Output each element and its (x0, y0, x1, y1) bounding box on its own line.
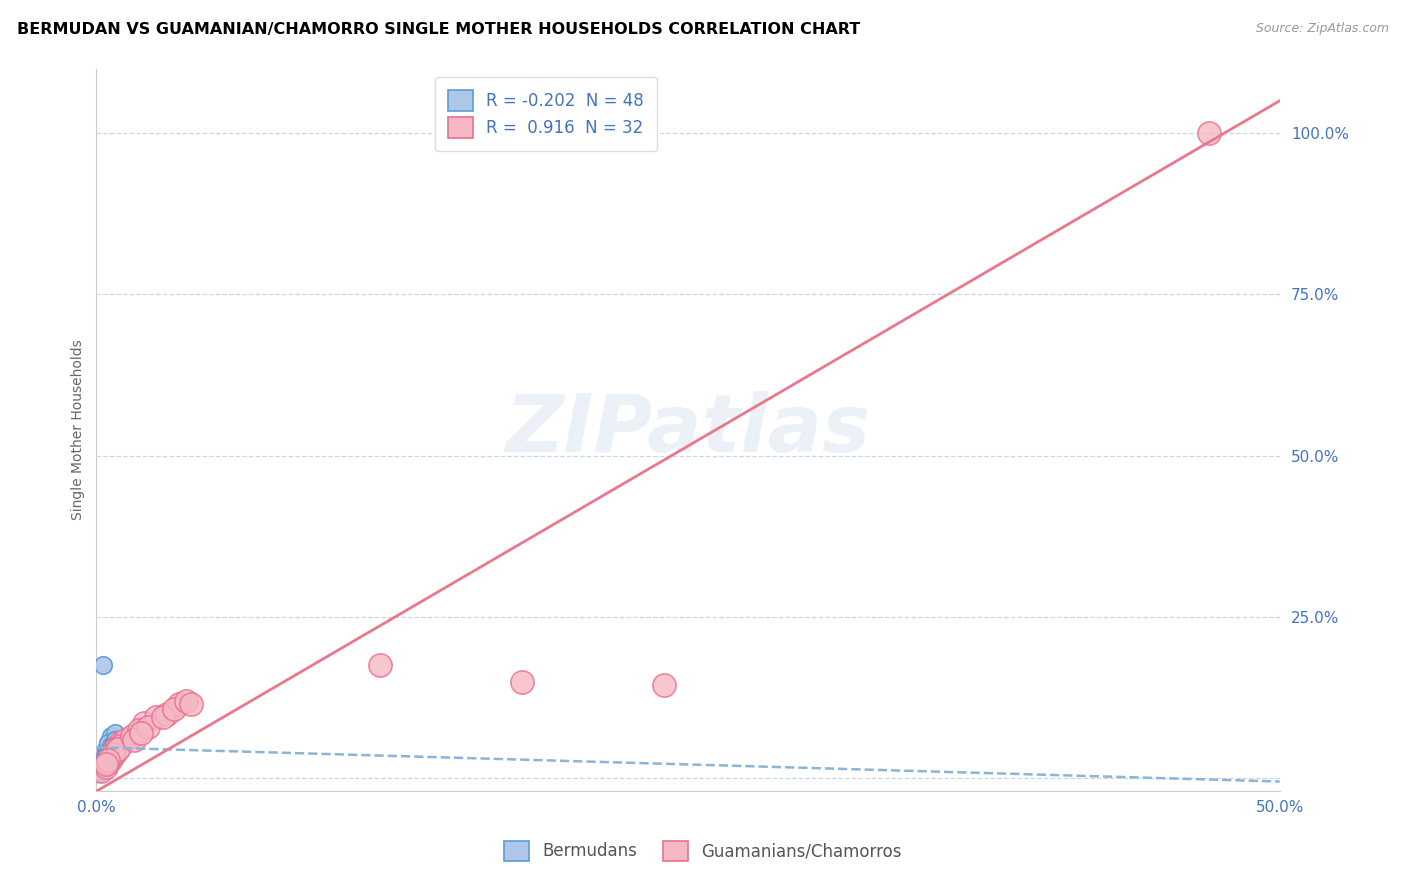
Point (93, 757, 115, 772)
Point (90, 755, 112, 769)
Point (93, 757, 115, 772)
Point (1198, 126, 1220, 140)
Point (93, 758, 115, 772)
Point (87, 766, 110, 780)
Legend: R = -0.202  N = 48, R =  0.916  N = 32: R = -0.202 N = 48, R = 0.916 N = 32 (434, 77, 658, 151)
Point (370, 658, 392, 673)
Point (97, 736, 120, 750)
Point (94, 746, 117, 760)
Point (104, 726, 127, 740)
Point (94, 752, 117, 766)
Point (97, 746, 120, 760)
Point (93, 758, 115, 772)
Point (100, 730, 122, 744)
Point (93, 758, 115, 772)
Point (94, 752, 117, 766)
Point (87, 764, 110, 778)
Point (97, 748, 120, 763)
Point (101, 739, 124, 753)
Point (94, 753, 117, 767)
Point (100, 746, 122, 760)
Point (152, 710, 174, 724)
Point (97, 746, 120, 760)
Point (145, 710, 167, 724)
Point (138, 720, 160, 734)
Point (101, 742, 124, 756)
Text: ZIPatlas: ZIPatlas (506, 391, 870, 469)
Point (167, 697, 190, 711)
Point (122, 732, 145, 747)
Point (101, 739, 124, 753)
Point (104, 742, 127, 756)
Point (97, 755, 120, 769)
Point (97, 753, 120, 767)
Point (100, 739, 122, 753)
Point (94, 742, 117, 756)
Point (180, 697, 202, 711)
Point (108, 739, 131, 753)
Point (90, 762, 112, 776)
Point (121, 730, 143, 744)
Text: BERMUDAN VS GUAMANIAN/CHAMORRO SINGLE MOTHER HOUSEHOLDS CORRELATION CHART: BERMUDAN VS GUAMANIAN/CHAMORRO SINGLE MO… (17, 22, 860, 37)
Point (131, 726, 153, 740)
Point (101, 747, 124, 761)
Text: Source: ZipAtlas.com: Source: ZipAtlas.com (1256, 22, 1389, 36)
Point (97, 747, 120, 761)
Point (101, 748, 124, 763)
Point (100, 752, 122, 766)
Point (94, 752, 117, 766)
Point (90, 762, 112, 776)
Point (94, 752, 117, 766)
Point (104, 732, 127, 747)
Point (94, 760, 117, 774)
Point (101, 739, 124, 753)
Point (90, 764, 112, 778)
Point (512, 674, 534, 689)
Point (107, 742, 129, 756)
Point (654, 678, 676, 692)
Point (104, 746, 127, 760)
Point (94, 752, 117, 766)
Point (93, 658, 115, 673)
Point (87, 766, 110, 780)
Y-axis label: Single Mother Households: Single Mother Households (72, 340, 86, 520)
Point (101, 746, 124, 760)
Point (104, 732, 127, 747)
Point (94, 752, 117, 766)
Point (100, 746, 122, 760)
Point (97, 746, 120, 760)
Point (93, 757, 115, 772)
Point (93, 755, 115, 769)
Point (108, 736, 131, 750)
Point (97, 736, 120, 750)
Point (174, 694, 197, 708)
Point (93, 757, 115, 772)
Point (94, 757, 117, 772)
Point (93, 752, 115, 766)
Point (156, 706, 179, 721)
Point (104, 739, 127, 753)
Point (163, 701, 186, 715)
Point (87, 764, 110, 778)
Point (101, 747, 124, 761)
Point (114, 732, 136, 747)
Point (128, 723, 150, 737)
Point (94, 755, 117, 769)
Legend: Bermudans, Guamanians/Chamorros: Bermudans, Guamanians/Chamorros (498, 834, 908, 868)
Point (94, 757, 117, 772)
Point (132, 716, 155, 731)
